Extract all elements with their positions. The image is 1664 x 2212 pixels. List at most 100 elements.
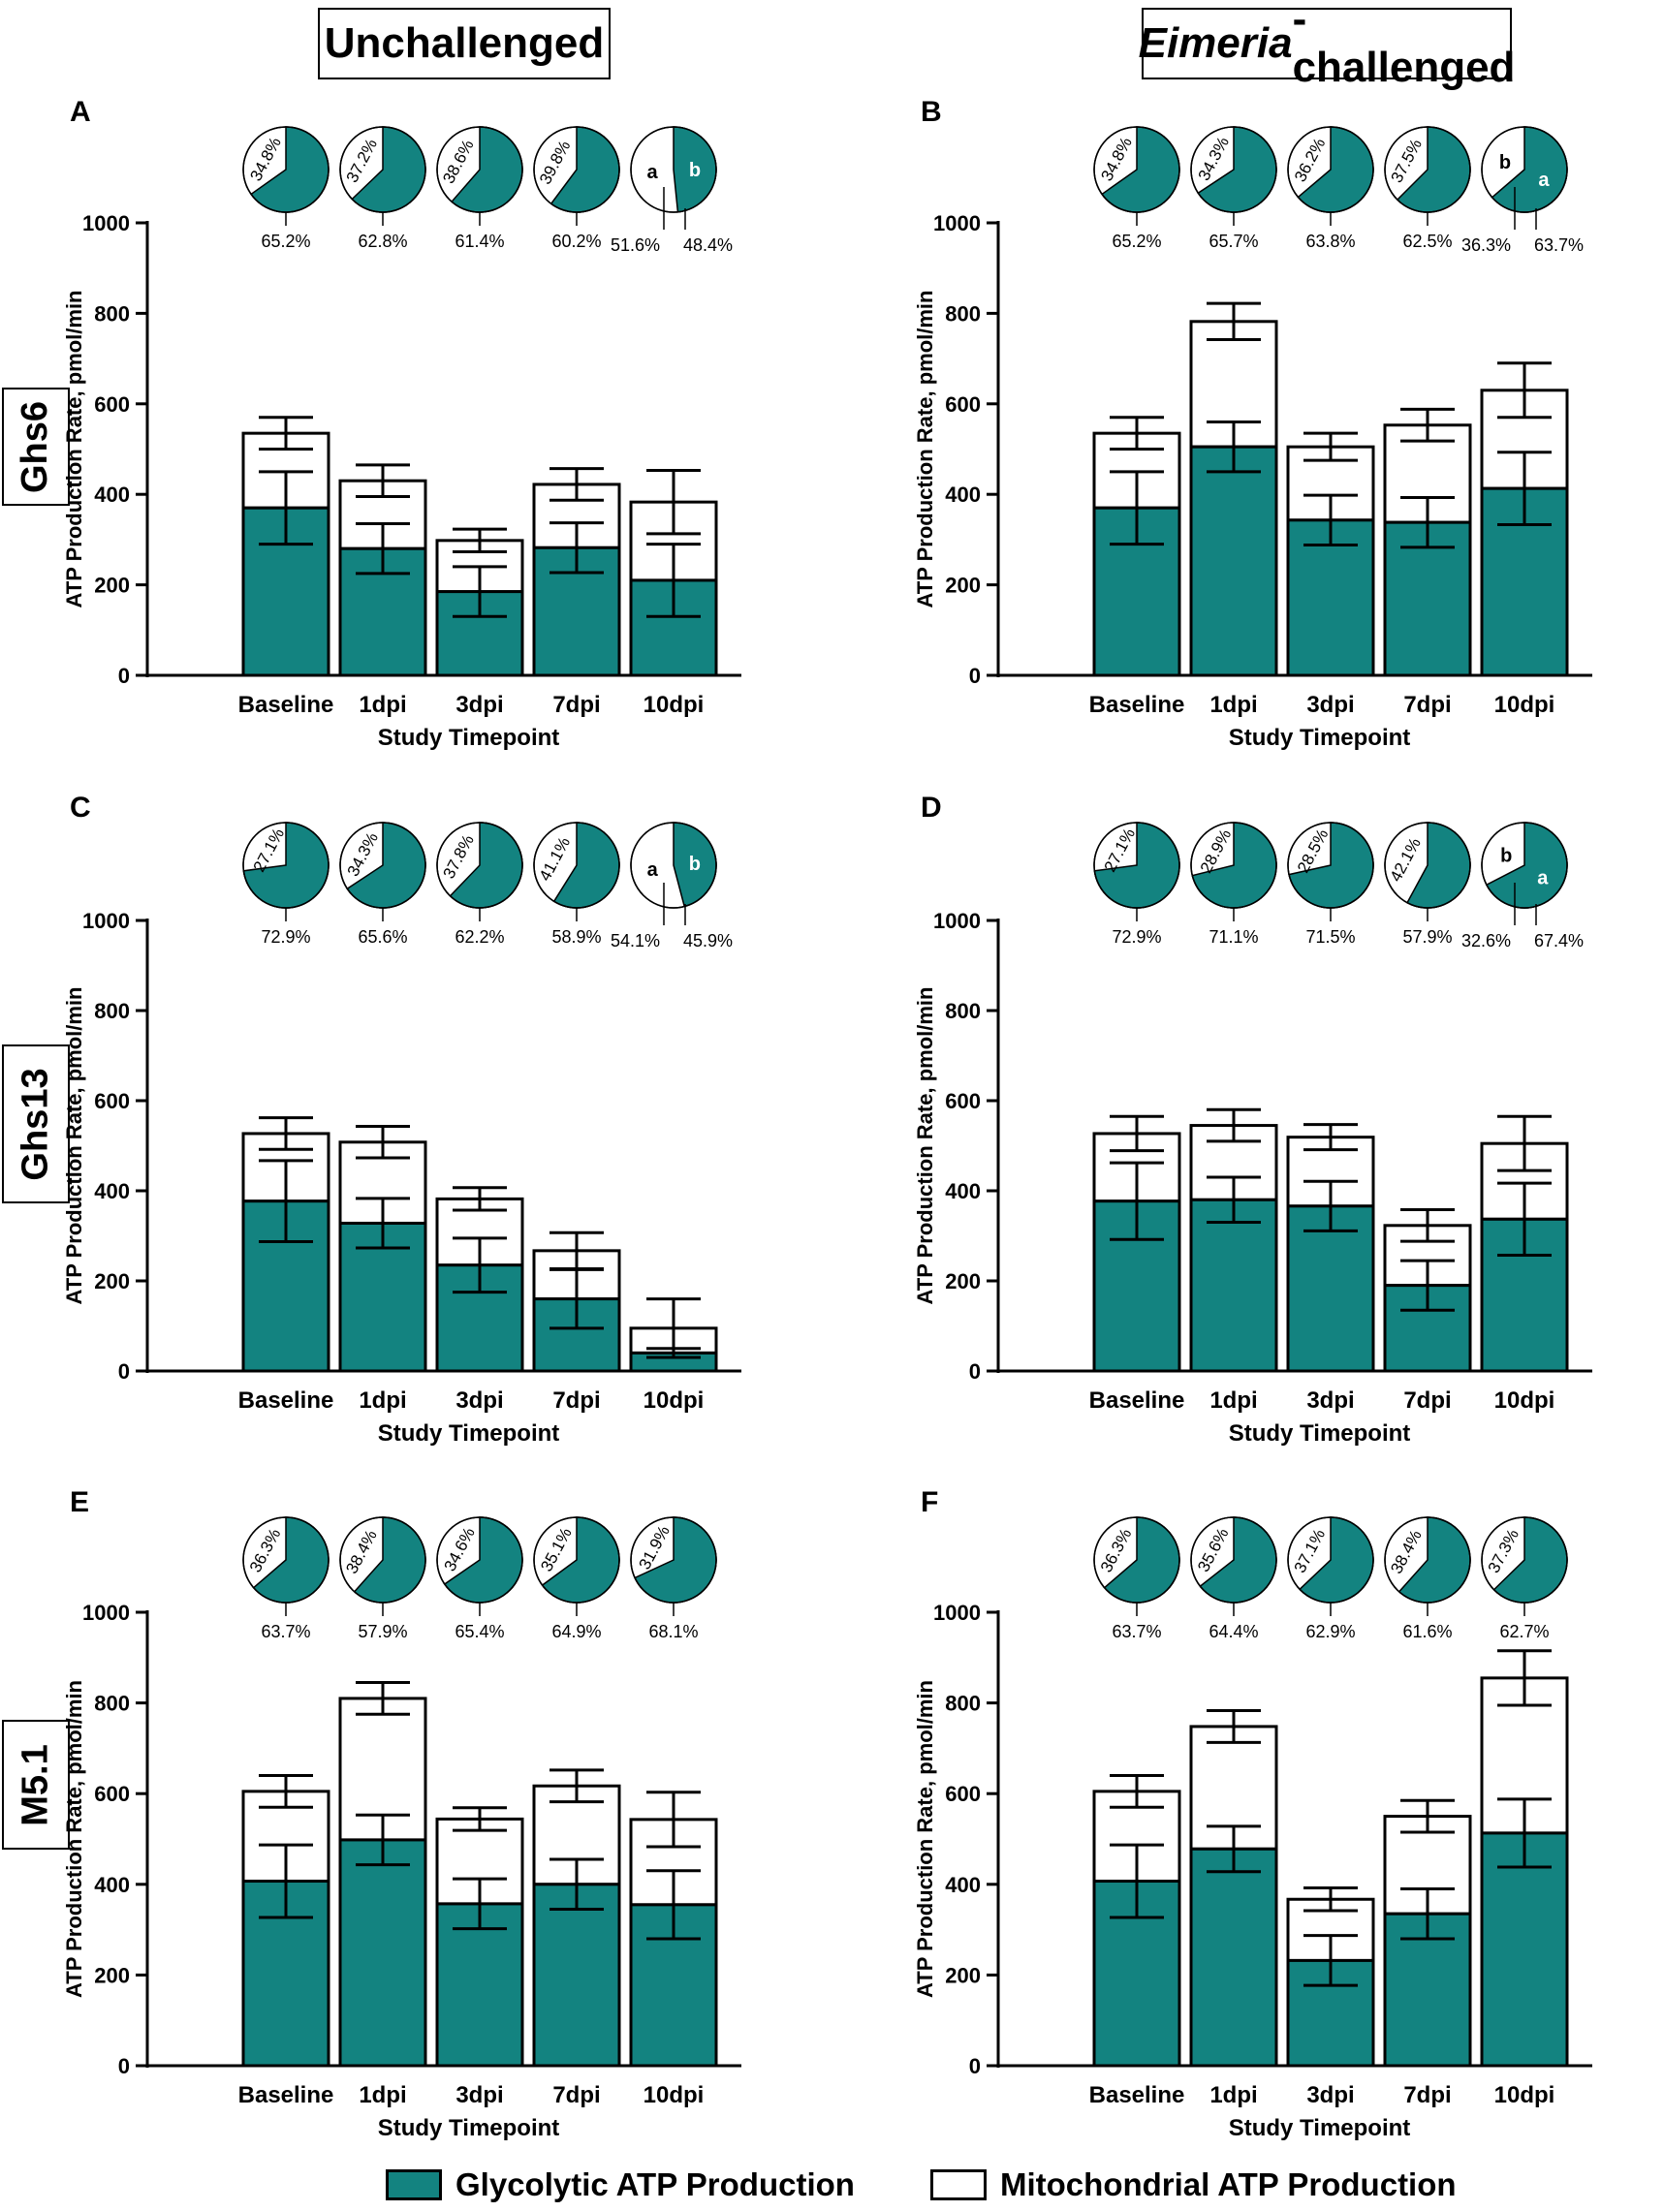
bar-glycolytic	[338, 1838, 427, 2068]
x-tick-label: 3dpi	[455, 692, 503, 718]
pie-chart: 37.8%62.2%	[436, 822, 523, 947]
pie-letter-teal: b	[689, 854, 701, 875]
pie-label-teal: 62.7%	[1499, 1622, 1549, 1641]
pie-chart: 36.3%63.7%	[242, 1516, 330, 1641]
pie-letter-white: a	[647, 859, 659, 881]
y-tick-label: 600	[94, 1782, 130, 1806]
y-tick-label: 400	[945, 1179, 981, 1203]
y-tick-label: 200	[945, 1963, 981, 1987]
x-tick-label: 7dpi	[1403, 2082, 1451, 2108]
panel-b: B Baseline 1dpi 3dpi 7dpi 10dpi 0 200 400 600 800 1…	[913, 96, 1592, 751]
x-tick-label: Baseline	[238, 2082, 334, 2108]
panel-letter: E	[70, 1486, 89, 1518]
y-tick-label: 1000	[933, 909, 981, 933]
pie-label-teal: 63.8%	[1305, 232, 1355, 251]
pie-chart: 37.2%62.8%	[339, 126, 426, 251]
pie-label-teal: 72.9%	[261, 927, 310, 947]
pie-label-teal: 63.7%	[261, 1622, 310, 1641]
panel-c: C Baseline 1dpi 3dpi 7dpi 10dpi 0 200 400 600 800 1…	[62, 792, 741, 1447]
legend-item-mitochondrial: Mitochondrial ATP Production	[930, 2166, 1457, 2203]
panel-letter: B	[921, 96, 942, 128]
y-tick-label: 400	[945, 483, 981, 507]
y-tick-label: 0	[118, 664, 130, 688]
pie-chart: 37.3%62.7%	[1481, 1516, 1568, 1641]
x-tick-label: 10dpi	[1494, 692, 1555, 718]
y-tick-label: 600	[945, 1089, 981, 1113]
x-tick-label: 1dpi	[359, 692, 406, 718]
row-label-ghs6: Ghs6	[2, 388, 70, 506]
pie-label-white: 51.6%	[611, 235, 660, 255]
pie-outline	[630, 126, 717, 213]
pie-label-teal: 57.9%	[1402, 927, 1452, 947]
pie-letter-teal: a	[1537, 867, 1549, 888]
panel-a: A Baseline 1dpi 3dpi 7dpi 10dpi 0 200 400 600 800 1…	[62, 96, 741, 751]
x-axis-title: Study Timepoint	[1229, 1420, 1411, 1447]
y-tick-label: 600	[94, 1089, 130, 1113]
pie-label-teal: 64.4%	[1209, 1622, 1258, 1641]
bar-group	[629, 468, 718, 677]
pie-outline	[1481, 126, 1568, 213]
pie-label-teal: 71.1%	[1209, 927, 1258, 947]
pie-chart: 35.1%64.9%	[533, 1516, 620, 1641]
x-tick-label: 10dpi	[644, 692, 705, 718]
y-tick-label: 400	[94, 1179, 130, 1203]
bar-group	[1383, 1208, 1472, 1373]
pie-chart: 34.8%65.2%	[1093, 126, 1180, 251]
row-label-m5-1: M5.1	[2, 1720, 70, 1850]
x-tick-label: 10dpi	[644, 1387, 705, 1414]
y-tick-label: 200	[94, 1963, 130, 1987]
pie-label-teal: 65.7%	[1209, 232, 1258, 251]
pie-label-teal: 72.9%	[1112, 927, 1161, 947]
pie-label-teal: 67.4%	[1534, 931, 1584, 950]
x-tick-label: 7dpi	[552, 692, 600, 718]
pie-label-teal: 65.4%	[455, 1622, 504, 1641]
pie-chart: 31.9%68.1%	[630, 1516, 717, 1641]
y-tick-label: 600	[945, 392, 981, 417]
pie-chart: 37.1%62.9%	[1287, 1516, 1374, 1641]
bar-group	[338, 1125, 427, 1373]
y-tick-label: 800	[94, 1692, 130, 1716]
y-tick-label: 800	[94, 999, 130, 1023]
pie-label-white: 54.1%	[611, 931, 660, 950]
pie-outline	[1481, 822, 1568, 909]
bar-group	[1383, 407, 1472, 677]
x-tick-label: 7dpi	[1403, 692, 1451, 718]
pie-label-teal: 48.4%	[683, 235, 733, 255]
bar-group	[532, 1768, 621, 2068]
x-tick-label: 3dpi	[1306, 692, 1354, 718]
x-tick-label: 1dpi	[359, 1387, 406, 1414]
panel-f: F Baseline 1dpi 3dpi 7dpi 10dpi 0 200 400 600 800 1…	[913, 1486, 1592, 2141]
pie-label-white: 36.3%	[1461, 235, 1511, 255]
legend-item-glycolytic: Glycolytic ATP Production	[386, 2166, 855, 2203]
pie-label-teal: 62.5%	[1402, 232, 1452, 251]
panel-letter: F	[921, 1486, 938, 1518]
bar-group	[1189, 1709, 1278, 2068]
bar-group	[1189, 301, 1278, 677]
panel-letter: C	[70, 792, 91, 824]
pie-chart: 41.1%58.9%	[533, 822, 620, 947]
bar-group	[1383, 1798, 1472, 2068]
y-tick-label: 800	[945, 301, 981, 326]
bar-glycolytic	[1189, 1198, 1278, 1373]
x-tick-label: Baseline	[238, 1387, 334, 1414]
pie-chart: 36.3%63.7%	[1093, 1516, 1180, 1641]
y-tick-label: 0	[118, 1359, 130, 1384]
pie-chart: 38.4%57.9%	[339, 1516, 426, 1641]
bar-group	[435, 527, 524, 677]
x-axis-title: Study Timepoint	[378, 2115, 560, 2141]
pie-chart: 36.2%63.8%	[1287, 126, 1374, 251]
x-tick-label: 1dpi	[1209, 2082, 1257, 2108]
legend: Glycolytic ATP Production Mitochondrial …	[0, 2166, 1664, 2205]
x-tick-label: 10dpi	[1494, 1387, 1555, 1414]
bar-group	[1092, 416, 1181, 677]
y-tick-label: 0	[118, 2054, 130, 2078]
y-axis-title: ATP Production Rate, pmol/min	[913, 1680, 937, 1998]
x-tick-label: 3dpi	[1306, 1387, 1354, 1414]
panel-d: D Baseline 1dpi 3dpi 7dpi 10dpi 0 200 400 600 800 1…	[913, 792, 1592, 1447]
column-header-unchallenged: Unchallenged	[318, 8, 611, 79]
x-tick-label: 3dpi	[455, 1387, 503, 1414]
pie-chart: b a 36.3% 63.7%	[1461, 126, 1584, 255]
bar-group	[241, 1116, 330, 1373]
y-tick-label: 400	[945, 1873, 981, 1897]
bar-group	[1480, 361, 1569, 677]
